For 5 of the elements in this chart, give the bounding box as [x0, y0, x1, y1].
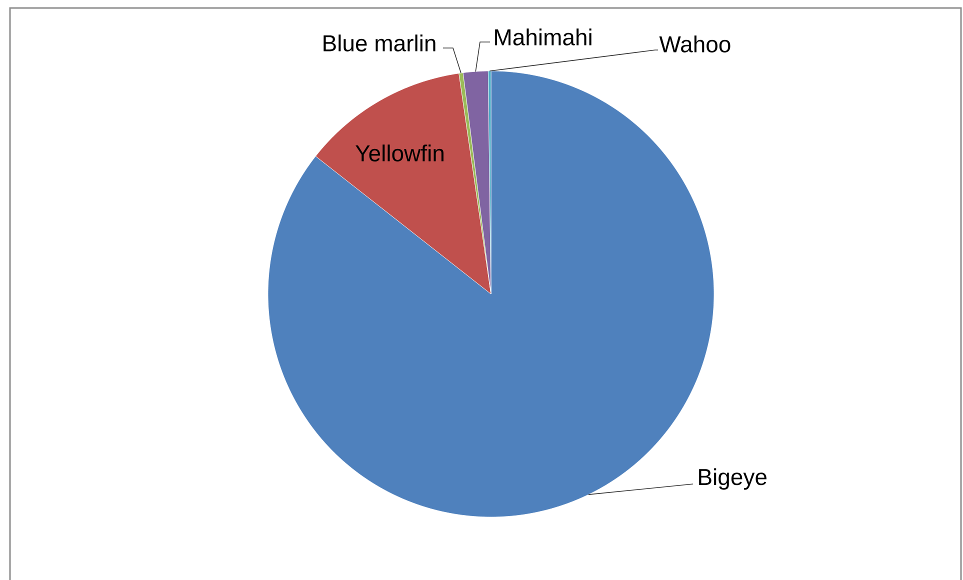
slice-label: Yellowfin [356, 144, 444, 162]
slice-label: Bigeye [699, 468, 766, 490]
slice-label: Mahimahi [495, 28, 592, 46]
slice-label: Blue marlin [324, 34, 436, 52]
slice-label: Wahoo [659, 36, 730, 52]
